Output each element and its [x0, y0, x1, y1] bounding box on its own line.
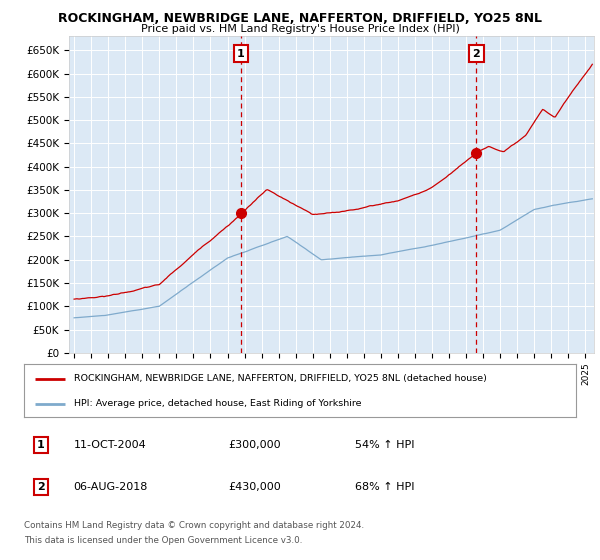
Text: Price paid vs. HM Land Registry's House Price Index (HPI): Price paid vs. HM Land Registry's House … [140, 24, 460, 34]
Text: ROCKINGHAM, NEWBRIDGE LANE, NAFFERTON, DRIFFIELD, YO25 8NL (detached house): ROCKINGHAM, NEWBRIDGE LANE, NAFFERTON, D… [74, 375, 487, 384]
Text: 68% ↑ HPI: 68% ↑ HPI [355, 482, 415, 492]
Text: HPI: Average price, detached house, East Riding of Yorkshire: HPI: Average price, detached house, East… [74, 399, 361, 408]
Text: Contains HM Land Registry data © Crown copyright and database right 2024.: Contains HM Land Registry data © Crown c… [24, 521, 364, 530]
Text: £430,000: £430,000 [228, 482, 281, 492]
Text: ROCKINGHAM, NEWBRIDGE LANE, NAFFERTON, DRIFFIELD, YO25 8NL: ROCKINGHAM, NEWBRIDGE LANE, NAFFERTON, D… [58, 12, 542, 25]
Text: 1: 1 [37, 440, 44, 450]
Text: 54% ↑ HPI: 54% ↑ HPI [355, 440, 415, 450]
Text: 06-AUG-2018: 06-AUG-2018 [74, 482, 148, 492]
Text: This data is licensed under the Open Government Licence v3.0.: This data is licensed under the Open Gov… [24, 536, 302, 545]
Text: 2: 2 [473, 49, 480, 59]
Text: 2: 2 [37, 482, 44, 492]
Text: 1: 1 [237, 49, 245, 59]
Text: £300,000: £300,000 [228, 440, 281, 450]
Text: 11-OCT-2004: 11-OCT-2004 [74, 440, 146, 450]
